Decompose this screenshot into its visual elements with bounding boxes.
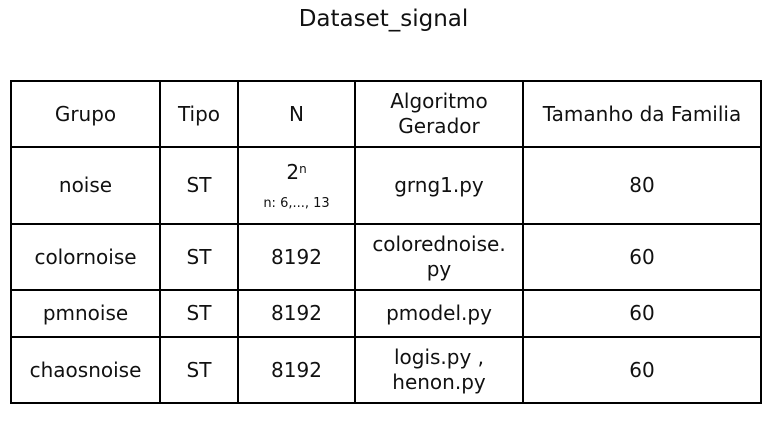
header-algoritmo-line2: Gerador	[398, 114, 480, 138]
cell-algoritmo: pmodel.py	[354, 289, 524, 338]
n-range: n: 6,..., 13	[263, 195, 330, 211]
cell-algoritmo-line1: logis.py ,	[393, 345, 485, 369]
table-row: chaosnoise ST 8192 logis.py , henon.py 6…	[10, 336, 762, 404]
header-n: N	[237, 80, 356, 148]
cell-tipo: ST	[159, 223, 239, 291]
n-formula: 2n	[239, 161, 354, 183]
dataset-table: Grupo Tipo N Algoritmo Gerador Tamanho d…	[10, 80, 762, 404]
cell-n: 8192	[237, 223, 356, 291]
cell-n: 2n n: 6,..., 13	[237, 146, 356, 225]
cell-grupo: noise	[10, 146, 161, 225]
n-exponent: n	[299, 161, 307, 176]
n-base: 2	[286, 159, 300, 184]
cell-grupo: pmnoise	[10, 289, 161, 338]
cell-tamanho: 60	[522, 336, 762, 404]
header-tipo: Tipo	[159, 80, 239, 148]
cell-n: 8192	[237, 289, 356, 338]
cell-algoritmo-line2: py	[426, 257, 452, 281]
cell-algoritmo: grng1.py	[354, 146, 524, 225]
cell-algoritmo: colorednoise. py	[354, 223, 524, 291]
table-row: noise ST 2n n: 6,..., 13 grng1.py 80	[10, 146, 762, 225]
cell-algoritmo-line1: grng1.py	[394, 173, 484, 197]
cell-algoritmo-line2: henon.py	[392, 370, 486, 394]
cell-grupo: colornoise	[10, 223, 161, 291]
table-row: colornoise ST 8192 colorednoise. py 60	[10, 223, 762, 291]
cell-tipo: ST	[159, 336, 239, 404]
cell-tamanho: 80	[522, 146, 762, 225]
table-header-row: Grupo Tipo N Algoritmo Gerador Tamanho d…	[10, 80, 762, 148]
cell-algoritmo: logis.py , henon.py	[354, 336, 524, 404]
page-title: Dataset_signal	[298, 6, 469, 32]
table-row: pmnoise ST 8192 pmodel.py 60	[10, 289, 762, 338]
header-grupo: Grupo	[10, 80, 161, 148]
cell-tamanho: 60	[522, 223, 762, 291]
cell-n: 8192	[237, 336, 356, 404]
cell-tipo: ST	[159, 289, 239, 338]
header-tamanho: Tamanho da Familia	[522, 80, 762, 148]
cell-algoritmo-line1: pmodel.py	[386, 301, 492, 325]
header-algoritmo: Algoritmo Gerador	[354, 80, 524, 148]
cell-tamanho: 60	[522, 289, 762, 338]
header-algoritmo-line1: Algoritmo	[390, 89, 488, 113]
cell-algoritmo-line1: colorednoise.	[372, 232, 506, 256]
cell-grupo: chaosnoise	[10, 336, 161, 404]
cell-tipo: ST	[159, 146, 239, 225]
